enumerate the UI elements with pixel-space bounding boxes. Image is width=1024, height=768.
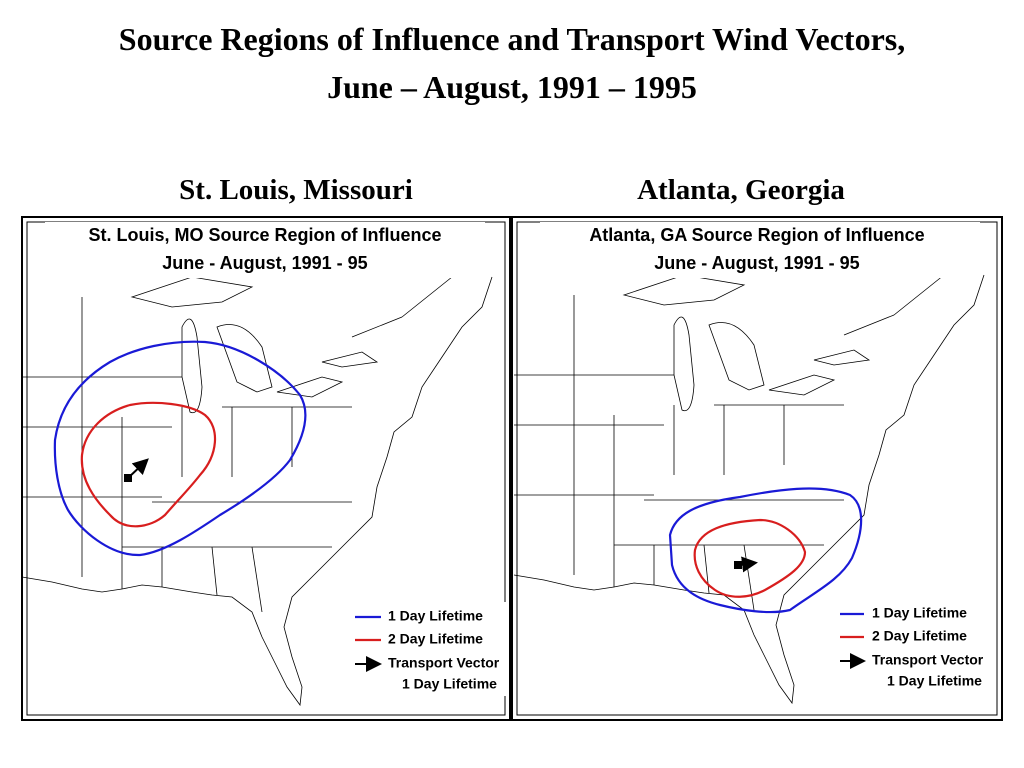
legend-bg [835, 600, 995, 694]
map-title: June - August, 1991 - 95 [162, 253, 367, 273]
legend-label: Transport Vector [388, 655, 500, 671]
site-marker [124, 474, 132, 482]
legend-label: 2 Day Lifetime [388, 631, 483, 647]
two-day-contour [693, 518, 807, 598]
legend-label: 1 Day Lifetime [388, 608, 483, 624]
map-title: St. Louis, MO Source Region of Influence [88, 225, 441, 245]
title-bg [45, 222, 485, 278]
title: June – August, 1991 – 1995 [327, 69, 697, 105]
one-day-contour [53, 340, 307, 557]
one-day-contour [668, 487, 863, 614]
caption: St. Louis, Missouri [179, 174, 413, 206]
caption: Atlanta, Georgia [637, 174, 845, 206]
title-bg [540, 222, 980, 278]
two-day-contour [80, 401, 217, 528]
legend-label: 2 Day Lifetime [872, 628, 967, 644]
transport-vector [737, 556, 758, 573]
transport-vector [127, 458, 149, 479]
legend-label: Transport Vector [872, 652, 984, 668]
legend-label: 1 Day Lifetime [402, 676, 497, 692]
map-title: Atlanta, GA Source Region of Influence [589, 225, 924, 245]
map-title: June - August, 1991 - 95 [654, 253, 859, 273]
legend-label: 1 Day Lifetime [872, 605, 967, 621]
legend-label: 1 Day Lifetime [887, 673, 982, 689]
title: Source Regions of Influence and Transpor… [119, 21, 905, 57]
